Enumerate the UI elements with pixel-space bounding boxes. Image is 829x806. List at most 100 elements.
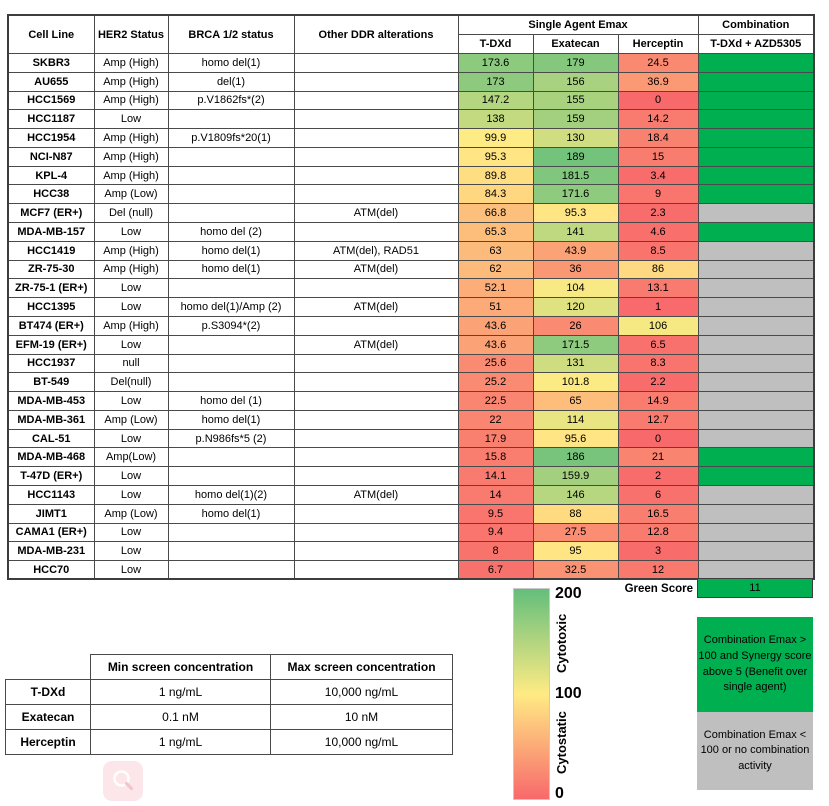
table-row: HCC1937 null 25.6 131 8.3 — [7, 353, 815, 374]
table-row: ZR-75-1 (ER+) Low 52.1 104 13.1 — [7, 278, 815, 299]
her2-status-cell: Low — [93, 297, 169, 317]
table-row: T-47D (ER+) Low 14.1 159.9 2 — [7, 466, 815, 486]
emax-cell-herceptin: 8.3 — [617, 353, 699, 374]
emax-cell-herceptin: 2 — [617, 466, 699, 486]
emax-cell-exatecan: 32.5 — [532, 560, 619, 580]
combination-legend-green: Combination Emax > 100 and Synergy score… — [697, 617, 813, 712]
col-group-combination: Combination — [697, 14, 815, 35]
her2-status-cell: Amp (High) — [93, 90, 169, 111]
her2-status-cell: Low — [93, 428, 169, 449]
emax-cell-herceptin: 0 — [617, 428, 699, 449]
color-scale-gradient-bar — [513, 588, 550, 800]
ddr-alterations-cell — [293, 146, 459, 167]
ddr-alterations-cell — [293, 466, 459, 486]
emax-cell-herceptin: 4.6 — [617, 222, 699, 242]
table-row: HCC70 Low 6.7 32.5 12 — [7, 560, 815, 580]
brca-status-cell — [167, 447, 295, 468]
table-row: CAMA1 (ER+) Low 9.4 27.5 12.8 — [7, 522, 815, 543]
emax-cell-tdxd: 43.6 — [457, 334, 534, 355]
emax-cell-exatecan: 95.6 — [532, 428, 619, 449]
combination-cell — [697, 522, 815, 543]
brca-status-cell — [167, 522, 295, 543]
cell-line: HCC1954 — [7, 128, 95, 148]
cell-line: HCC70 — [7, 560, 95, 580]
emax-cell-herceptin: 12 — [617, 560, 699, 580]
brca-status-cell — [167, 334, 295, 355]
emax-cell-exatecan: 159 — [532, 109, 619, 130]
emax-cell-herceptin: 106 — [617, 315, 699, 336]
her2-status-cell: Amp (High) — [93, 240, 169, 261]
emax-cell-exatecan: 131 — [532, 353, 619, 374]
combination-cell — [697, 53, 815, 73]
scale-tick-200: 200 — [555, 585, 582, 602]
combination-cell — [697, 447, 815, 468]
combination-cell — [697, 409, 815, 430]
concentration-row: T-DXd 1 ng/mL 10,000 ng/mL — [5, 679, 453, 705]
emax-cell-exatecan: 171.6 — [532, 184, 619, 205]
combination-cell — [697, 560, 815, 580]
emax-cell-tdxd: 173.6 — [457, 53, 534, 73]
emax-cell-exatecan: 186 — [532, 447, 619, 468]
ddr-alterations-cell: ATM(del) — [293, 334, 459, 355]
cell-line: EFM-19 (ER+) — [7, 334, 95, 355]
emax-cell-tdxd: 51 — [457, 297, 534, 317]
brca-status-cell: homo del(1) — [167, 259, 295, 280]
agent-label: T-DXd — [5, 679, 91, 705]
table-row: BT-549 Del(null) 25.2 101.8 2.2 — [7, 372, 815, 393]
emax-cell-exatecan: 120 — [532, 297, 619, 317]
concentration-row: Exatecan 0.1 nM 10 nM — [5, 704, 453, 730]
combination-cell — [697, 240, 815, 261]
combination-cell — [697, 203, 815, 224]
emax-cell-herceptin: 18.4 — [617, 128, 699, 148]
ddr-alterations-cell — [293, 53, 459, 73]
brca-status-cell — [167, 184, 295, 205]
brca-status-cell: p.V1862fs*(2) — [167, 90, 295, 111]
brca-status-cell — [167, 278, 295, 299]
max-concentration-value: 10,000 ng/mL — [270, 729, 453, 755]
emax-cell-herceptin: 16.5 — [617, 503, 699, 524]
col-header-her2-status: HER2 Status — [93, 14, 169, 54]
emax-cell-tdxd: 6.7 — [457, 560, 534, 580]
combination-cell — [697, 128, 815, 148]
col-group-single-agent-emax: Single Agent Emax — [457, 14, 699, 35]
cell-line: MDA-MB-361 — [7, 409, 95, 430]
table-row: SKBR3 Amp (High) homo del(1) 173.6 179 24.5 — [7, 53, 815, 73]
table-row: ZR-75-30 Amp (High) homo del(1) ATM(del) 62 3… — [7, 259, 815, 280]
scale-tick-0: 0 — [555, 785, 564, 802]
combination-cell — [697, 466, 815, 486]
emax-cell-exatecan: 141 — [532, 222, 619, 242]
combination-cell — [697, 259, 815, 280]
emax-cell-herceptin: 3.4 — [617, 165, 699, 186]
combination-cell — [697, 353, 815, 374]
ddr-alterations-cell — [293, 90, 459, 111]
green-score-label: Green Score — [624, 583, 693, 595]
col-header-exatecan: Exatecan — [532, 34, 619, 54]
emax-cell-tdxd: 138 — [457, 109, 534, 130]
emax-cell-exatecan: 114 — [532, 409, 619, 430]
header-row-1: Cell Line HER2 Status BRCA 1/2 status Ot… — [7, 14, 815, 54]
her2-status-cell: Amp (High) — [93, 315, 169, 336]
emax-cell-tdxd: 52.1 — [457, 278, 534, 299]
emax-cell-tdxd: 9.4 — [457, 522, 534, 543]
ddr-alterations-cell — [293, 391, 459, 411]
emax-cell-herceptin: 21 — [617, 447, 699, 468]
combination-cell — [697, 90, 815, 111]
her2-status-cell: Amp (High) — [93, 165, 169, 186]
combination-cell — [697, 71, 815, 92]
cell-line: HCC1937 — [7, 353, 95, 374]
max-concentration-value: 10,000 ng/mL — [270, 679, 453, 705]
combination-cell — [697, 428, 815, 449]
emax-cell-exatecan: 104 — [532, 278, 619, 299]
brca-status-cell: homo del (2) — [167, 222, 295, 242]
emax-cell-exatecan: 95 — [532, 541, 619, 562]
brca-status-cell: homo del(1) — [167, 409, 295, 430]
table-row: NCI-N87 Amp (High) 95.3 189 15 — [7, 146, 815, 167]
search-icon[interactable] — [103, 761, 143, 801]
emax-cell-tdxd: 89.8 — [457, 165, 534, 186]
her2-status-cell: Low — [93, 109, 169, 130]
emax-cell-herceptin: 13.1 — [617, 278, 699, 299]
emax-cell-tdxd: 14.1 — [457, 466, 534, 486]
her2-status-cell: Amp (Low) — [93, 409, 169, 430]
emax-cell-herceptin: 8.5 — [617, 240, 699, 261]
table-row: MCF7 (ER+) Del (null) ATM(del) 66.8 95.3 2.3 — [7, 203, 815, 224]
